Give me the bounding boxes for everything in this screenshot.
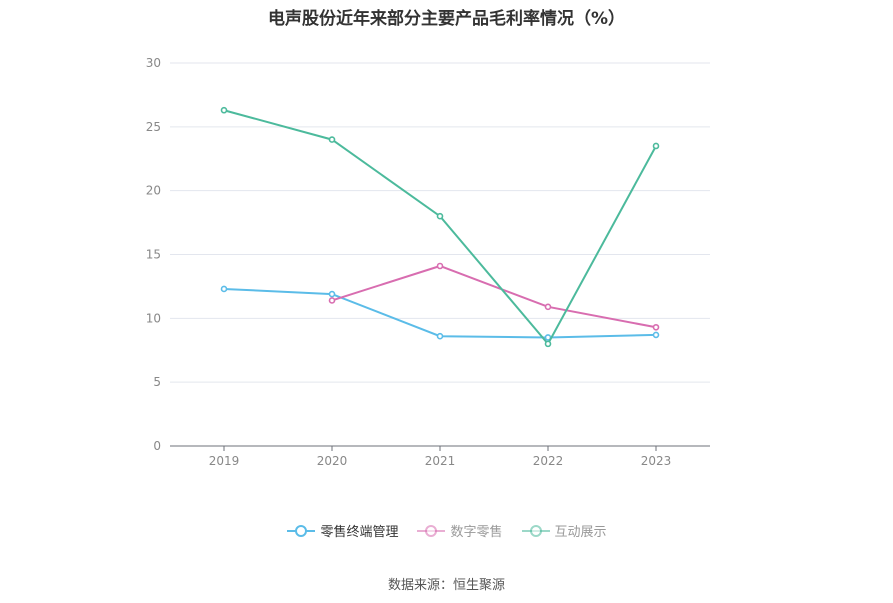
grid-lines [170, 62, 710, 383]
legend-item-3[interactable]: 互动展示 [521, 521, 607, 540]
series-2 [328, 262, 660, 331]
legend-item-1[interactable]: 零售终端管理 [286, 521, 398, 540]
y-tick-label: 25 [146, 120, 161, 134]
series-1 [220, 285, 660, 341]
x-tick-label: 2020 [317, 454, 348, 468]
legend-label: 互动展示 [554, 525, 607, 540]
data-point[interactable] [436, 332, 444, 340]
data-point[interactable] [652, 323, 660, 331]
legend-label: 零售终端管理 [320, 525, 399, 540]
legend-swatch-icon [287, 524, 316, 537]
x-tick-label: 2023 [641, 454, 672, 468]
data-point[interactable] [436, 262, 444, 270]
x-tick-label: 2022 [533, 454, 564, 468]
data-point[interactable] [544, 340, 552, 348]
axes: 0 5 10 15 20 25 30 2019 2020 2021 2022 2023 [146, 56, 710, 468]
y-tick-label: 20 [146, 184, 161, 198]
source-note: 数据来源：恒生聚源 [387, 578, 505, 593]
legend-label: 数字零售 [450, 525, 503, 540]
data-point[interactable] [328, 290, 336, 298]
series-line [223, 287, 657, 339]
data-point[interactable] [328, 136, 336, 143]
series-lines [220, 106, 660, 348]
data-point[interactable] [652, 331, 660, 339]
series-3 [220, 106, 660, 348]
data-point[interactable] [220, 106, 228, 114]
y-tick-label: 0 [153, 439, 161, 453]
data-point[interactable] [328, 297, 336, 304]
legend-swatch-icon [521, 524, 550, 537]
data-point[interactable] [544, 303, 552, 311]
data-point[interactable] [436, 212, 444, 220]
x-tick-label: 2021 [425, 454, 456, 468]
y-tick-label: 10 [146, 311, 161, 325]
data-point[interactable] [652, 142, 660, 150]
chart-title: 电声股份近年来部分主要产品毛利率情况（%） [267, 9, 626, 29]
y-tick-label: 5 [153, 375, 161, 389]
y-tick-label: 15 [146, 248, 161, 262]
legend-item-2[interactable]: 数字零售 [416, 521, 503, 540]
data-point[interactable] [220, 285, 228, 293]
series-line [331, 264, 657, 329]
series-line [223, 109, 657, 346]
x-tick-label: 2019 [209, 454, 240, 468]
y-tick-label: 30 [146, 56, 161, 70]
legend: 零售终端管理 数字零售 互动展示 [0, 521, 893, 540]
legend-swatch-icon [417, 524, 446, 537]
